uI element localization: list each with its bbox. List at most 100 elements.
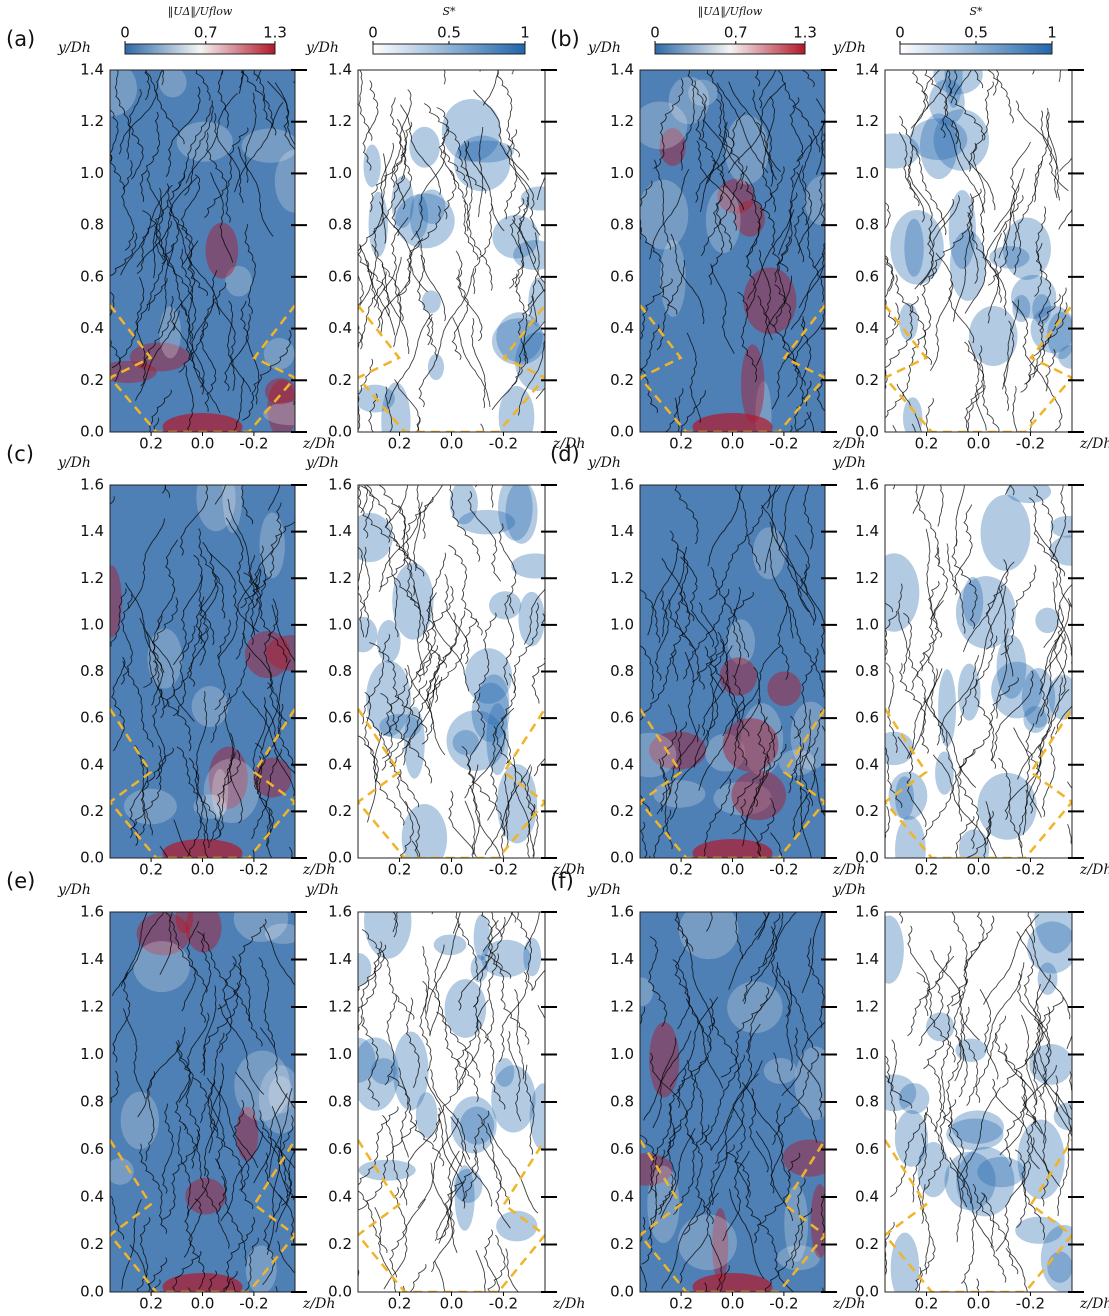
- y-tick-label: 1.4: [80, 950, 104, 968]
- field-patch: [442, 99, 501, 162]
- field-patch: [795, 1047, 836, 1121]
- field-patch: [783, 1139, 836, 1176]
- y-axis-label: y/Dh: [587, 882, 621, 898]
- field-patch: [805, 176, 840, 226]
- field-patch: [133, 941, 190, 992]
- field-patch: [263, 402, 320, 425]
- x-tick-label: 0.0: [440, 861, 464, 879]
- colorbar-tick-label: 0.7: [724, 24, 748, 42]
- y-tick-label: 0.2: [328, 802, 352, 820]
- field-patch: [451, 1096, 497, 1153]
- field-patch: [392, 563, 433, 640]
- y-tick-label: 0.8: [610, 1093, 634, 1111]
- x-tick-label: -0.2: [1016, 435, 1045, 453]
- field-patch: [428, 354, 444, 380]
- y-tick-label: 0.0: [328, 423, 352, 441]
- field-patch: [222, 453, 242, 533]
- field-patch: [811, 1184, 829, 1258]
- field-patch: [434, 935, 467, 956]
- colorbar-tick-label: 1.3: [263, 24, 287, 42]
- y-tick-label: 0.0: [610, 1283, 634, 1301]
- y-tick-label: 0.6: [610, 709, 634, 727]
- y-tick-label: 0.6: [855, 267, 879, 285]
- y-tick-label: 0.0: [855, 849, 879, 867]
- field-patch: [496, 1211, 537, 1242]
- x-tick-label: -0.2: [239, 861, 268, 879]
- x-tick-label: 0.0: [721, 435, 745, 453]
- y-tick-label: 1.6: [855, 903, 879, 921]
- field-patch: [347, 513, 393, 562]
- field-patch: [192, 686, 229, 727]
- y-tick-label: 0.0: [610, 423, 634, 441]
- y-tick-label: 1.0: [80, 164, 104, 182]
- x-tick-label: 0.0: [191, 861, 215, 879]
- y-axis-label: y/Dh: [305, 455, 339, 471]
- x-tick-label: 0.2: [669, 861, 693, 879]
- x-tick-label: -0.2: [239, 435, 268, 453]
- y-tick-label: 1.0: [328, 615, 352, 633]
- y-tick-label: 0.2: [855, 1235, 879, 1253]
- field-patch: [1050, 516, 1084, 538]
- y-tick-label: 0.6: [855, 1140, 879, 1158]
- y-tick-label: 1.4: [80, 522, 104, 540]
- panel-label: (e): [6, 869, 35, 893]
- field-patch: [958, 664, 981, 721]
- y-axis-label: y/Dh: [587, 455, 621, 471]
- field-patch: [124, 789, 177, 825]
- y-tick-label: 0.6: [328, 1140, 352, 1158]
- y-tick-label: 1.0: [855, 615, 879, 633]
- y-tick-label: 1.6: [80, 903, 104, 921]
- y-tick-label: 1.0: [610, 1045, 634, 1063]
- field-patch: [706, 188, 741, 254]
- panel-label: (f): [550, 869, 574, 893]
- field: [840, 399, 1106, 914]
- x-axis-label: z/Dh: [1079, 862, 1109, 878]
- x-tick-label: 0.2: [139, 1295, 163, 1313]
- field-patch: [1047, 1252, 1072, 1283]
- y-tick-label: 1.2: [855, 998, 879, 1016]
- x-tick-label: 0.0: [967, 1295, 991, 1313]
- y-tick-label: 1.4: [855, 950, 879, 968]
- y-tick-label: 1.4: [328, 61, 352, 79]
- y-tick-label: 1.2: [855, 569, 879, 587]
- colorbar-tick-label: 1: [1047, 24, 1057, 42]
- y-tick-label: 0.0: [80, 849, 104, 867]
- x-tick-label: -0.2: [1016, 1295, 1045, 1313]
- y-tick-label: 0.0: [80, 423, 104, 441]
- y-tick-label: 1.0: [80, 1045, 104, 1063]
- y-tick-label: 1.2: [80, 998, 104, 1016]
- y-tick-label: 0.2: [80, 1235, 104, 1253]
- y-axis-label: y/Dh: [305, 882, 339, 898]
- y-tick-label: 1.4: [610, 61, 634, 79]
- y-tick-label: 1.4: [328, 522, 352, 540]
- y-axis-label: y/Dh: [57, 882, 91, 898]
- field-patch: [935, 751, 954, 794]
- field-patch: [130, 342, 189, 371]
- field-patch: [753, 527, 785, 579]
- colorbar-label: S*: [442, 5, 456, 18]
- y-axis-label: y/Dh: [832, 40, 866, 56]
- y-tick-label: 0.4: [80, 1188, 104, 1206]
- field-patch: [101, 565, 122, 637]
- y-tick-label: 0.6: [80, 267, 104, 285]
- y-tick-label: 0.8: [80, 216, 104, 234]
- x-tick-label: -0.2: [489, 1295, 518, 1313]
- field: [851, 833, 1109, 1312]
- y-axis-label: y/Dh: [587, 40, 621, 56]
- y-tick-label: 0.8: [80, 1093, 104, 1111]
- y-tick-label: 0.0: [610, 849, 634, 867]
- y-tick-label: 1.4: [855, 522, 879, 540]
- colorbar: [373, 44, 525, 54]
- y-axis-label: y/Dh: [832, 882, 866, 898]
- field-patch: [410, 194, 428, 238]
- y-tick-label: 1.6: [855, 476, 879, 494]
- y-tick-label: 0.2: [328, 1235, 352, 1253]
- field-patch: [148, 628, 183, 688]
- y-tick-label: 1.4: [855, 61, 879, 79]
